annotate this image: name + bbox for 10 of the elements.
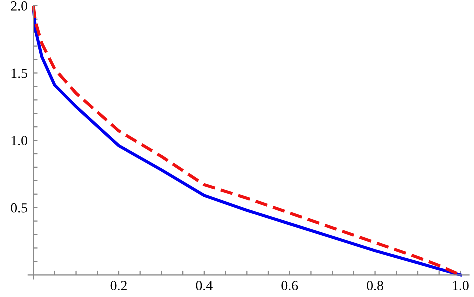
y-tick-label: 0.5 <box>11 203 28 213</box>
y-tick-label: 1.0 <box>12 136 28 146</box>
x-tick-label: 0.2 <box>110 281 127 291</box>
x-tick-label: 1.0 <box>453 281 469 291</box>
x-tick-label: 0.6 <box>282 281 298 291</box>
line-series <box>32 6 462 277</box>
x-tick-label: 0.4 <box>196 281 213 291</box>
y-tick-label: 1.5 <box>12 68 28 78</box>
y-tick-label: 2.0 <box>11 2 28 11</box>
x-tick-label: 0.8 <box>367 281 384 291</box>
